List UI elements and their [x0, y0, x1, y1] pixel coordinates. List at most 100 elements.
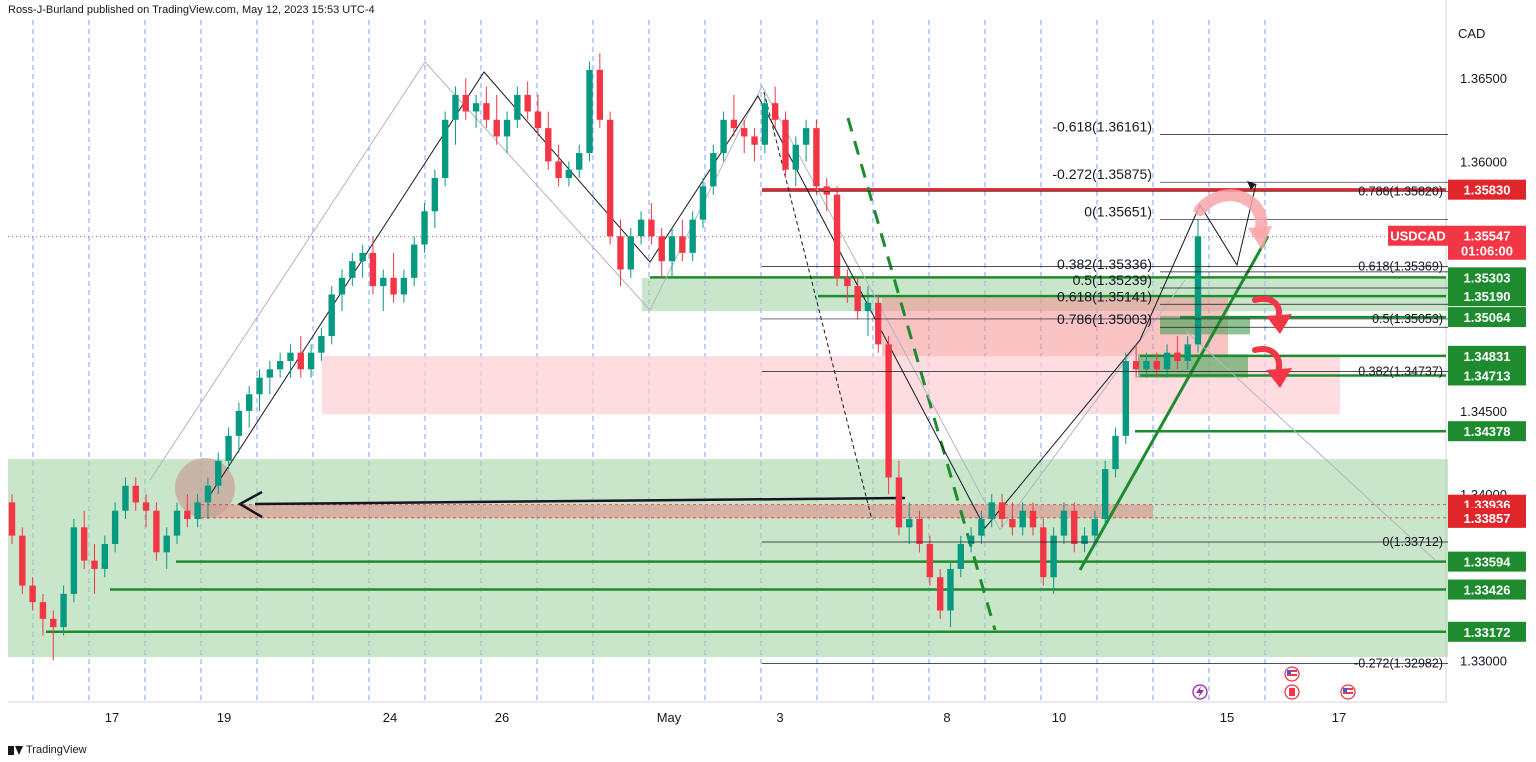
fib-label: 0.618(1.35141)	[1057, 288, 1152, 304]
price-tag-bg	[1448, 365, 1526, 386]
candle-body	[751, 136, 758, 145]
candle-body	[720, 119, 727, 154]
candle-body	[111, 510, 119, 544]
arrow-up-tip	[1247, 181, 1256, 190]
candle-body	[452, 94, 459, 120]
candle-body	[802, 128, 810, 145]
candle-body	[173, 510, 181, 536]
tradingview-logo-icon	[8, 745, 23, 755]
price-tag-bg	[1448, 345, 1526, 366]
price-tag-label: 1.35064	[1464, 310, 1512, 325]
candle-body	[627, 236, 634, 270]
price-tag-bg	[1448, 179, 1526, 200]
candle-body	[1153, 361, 1160, 370]
x-tick-label: 10	[1052, 710, 1066, 725]
curve-arrow-red-2	[1252, 346, 1282, 375]
candle-body	[225, 435, 232, 461]
x-tick-label: May	[657, 710, 682, 725]
price-tag-bg	[1448, 621, 1526, 642]
uptrend-line	[1078, 235, 1270, 571]
candle-body	[287, 352, 294, 361]
fib-label: 0.5(1.35239)	[1073, 272, 1152, 288]
price-tag-label: 1.34831	[1464, 349, 1511, 364]
left-arrow-head	[237, 490, 263, 519]
candle-body	[875, 302, 882, 345]
candle-body	[586, 69, 593, 154]
candle-body	[936, 577, 944, 611]
candle-body	[246, 394, 253, 411]
price-tag-bg	[1448, 579, 1526, 600]
candle-body	[844, 277, 851, 287]
candles	[8, 53, 1202, 661]
candle-body	[1050, 535, 1057, 578]
candle-body	[1194, 236, 1202, 345]
downtrend-dashed-line	[846, 117, 997, 631]
currency-label: CAD	[1458, 26, 1485, 41]
candle-body	[534, 111, 542, 129]
candle-body	[184, 510, 191, 520]
candle-body	[60, 593, 67, 628]
candle-body	[1040, 527, 1047, 578]
curve-arrow-red-1-head	[1266, 314, 1292, 334]
candle-body	[204, 485, 212, 503]
publisher-line: Ross-J-Burland published on TradingView.…	[8, 4, 375, 16]
candle-body	[596, 69, 604, 120]
candle-body	[380, 277, 387, 287]
x-tick-label: 19	[217, 710, 231, 725]
candle-body	[699, 186, 707, 220]
candle-body	[906, 519, 913, 528]
candle-body	[328, 294, 335, 337]
fib-label: -0.272(1.32982)	[1354, 656, 1443, 670]
candle-body	[1009, 519, 1016, 528]
candle-body	[50, 618, 57, 628]
candle-body	[916, 519, 923, 544]
candle-body	[349, 261, 356, 278]
candle-body	[792, 144, 799, 170]
candle-body	[1029, 510, 1037, 528]
candle-body	[1091, 519, 1099, 536]
y-tick-label: 1.36500	[1460, 71, 1507, 86]
x-tick-label: 15	[1220, 710, 1234, 725]
candle-body	[1122, 361, 1130, 436]
candle-body	[70, 527, 78, 594]
ca-flag-icon	[1284, 684, 1300, 700]
candle-body	[390, 277, 397, 295]
candle-body	[215, 460, 222, 486]
candle-body	[29, 585, 36, 603]
candle-body	[153, 510, 160, 553]
price-tag-bg	[1448, 267, 1526, 288]
footer: TradingView	[8, 744, 87, 756]
curve-arrow-pink-head	[1248, 226, 1272, 250]
candle-body	[823, 186, 830, 195]
price-tag-bg	[1448, 421, 1526, 442]
symbol-tag-bg	[1388, 225, 1448, 246]
candle-body	[710, 153, 717, 187]
candle-body	[1184, 344, 1191, 361]
price-tag-label: 1.33594	[1464, 555, 1512, 570]
zones	[8, 277, 1448, 658]
candle-body	[524, 94, 531, 112]
candle-body	[39, 602, 47, 619]
x-tick-label: 3	[776, 710, 783, 725]
candle-body	[132, 485, 139, 503]
candle-body	[472, 103, 480, 112]
candle-body	[978, 519, 985, 536]
candle-body	[957, 543, 964, 569]
candle-body	[885, 344, 892, 478]
candle-body	[658, 236, 665, 262]
candle-body	[80, 527, 88, 561]
candle-body	[101, 543, 109, 569]
candle-body	[503, 119, 511, 137]
candle-body	[771, 103, 779, 120]
price-tag-bg	[1448, 551, 1526, 572]
candle-body	[998, 502, 1006, 520]
fib-label: 0.382(1.35336)	[1057, 256, 1152, 272]
candle-body	[967, 535, 975, 544]
candle-body	[648, 219, 655, 237]
candle-body	[483, 103, 490, 120]
price-tag-label: 1.35830	[1464, 183, 1511, 198]
symbol-tag-label: USDCAD	[1390, 229, 1446, 244]
candle-body	[864, 302, 872, 312]
x-tick-label: 17	[105, 710, 119, 725]
